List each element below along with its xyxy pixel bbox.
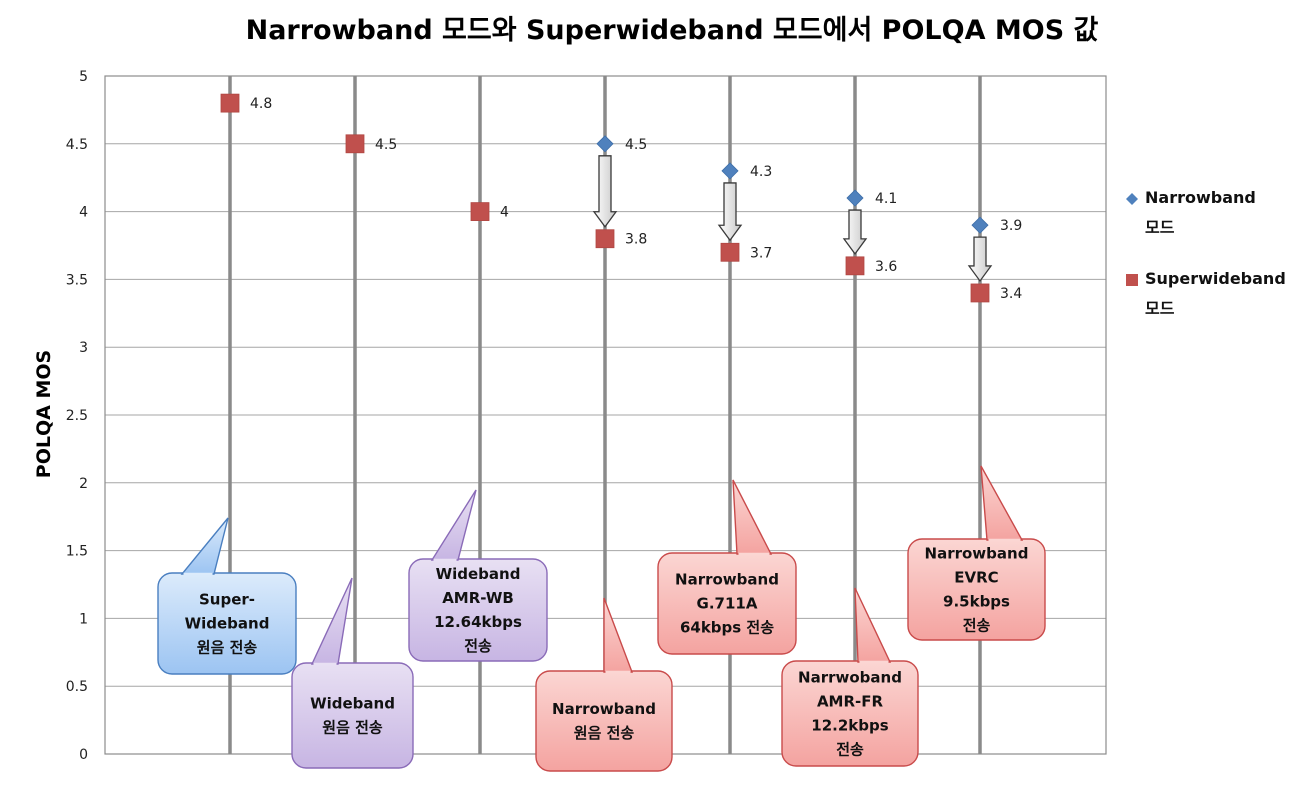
callout-box <box>781 660 919 767</box>
swb-value-label: 3.6 <box>875 259 897 275</box>
y-tick-label: 3 <box>79 340 88 356</box>
callout-text: 12.64kbps <box>434 613 522 631</box>
y-tick-label: 1.5 <box>66 544 88 560</box>
drop-arrow <box>592 155 618 228</box>
swb-value-label: 3.8 <box>625 232 647 248</box>
swb-point <box>345 134 365 154</box>
callout-6: Narrwoband AMR-FR 12.2kbps 전송 <box>781 587 919 767</box>
swb-point <box>595 229 615 249</box>
callout-text: EVRC <box>954 569 998 587</box>
chart-title: Narrowband 모드와 Superwideband 모드에서 POLQA … <box>245 15 1099 46</box>
nb-value-label: 4.1 <box>875 191 897 207</box>
callout-text: Narrowband <box>552 700 656 718</box>
swb-point <box>470 202 490 222</box>
swb-point <box>970 283 990 303</box>
swb-value-label: 4.8 <box>250 96 272 112</box>
callout-pointer <box>732 479 773 555</box>
y-tick-label: 2.5 <box>66 408 88 424</box>
callout-text: 전송 <box>836 741 864 759</box>
callout-text: 전송 <box>963 617 991 635</box>
y-tick-label: 4.5 <box>66 137 88 153</box>
swb-value-label: 3.7 <box>750 245 772 261</box>
callout-text: 9.5kbps <box>943 593 1010 611</box>
callout-text: 원음 전송 <box>574 724 635 742</box>
callout-text: Narrwoband <box>798 669 902 687</box>
callout-3: Wideband AMR-WB 12.64kbps 전송 <box>408 489 548 662</box>
legend-item-narrowband: Narrowband 모드 <box>1126 188 1256 243</box>
drop-arrow <box>967 236 993 283</box>
callout-text: 12.2kbps <box>811 717 888 735</box>
callout-text: 원음 전송 <box>322 719 383 737</box>
swb-point <box>845 256 865 276</box>
nb-value-label: 3.9 <box>1000 218 1022 234</box>
drop-arrow <box>842 209 868 255</box>
swb-value-label: 4.5 <box>375 137 397 153</box>
callout-box <box>408 558 548 662</box>
callout-pointer <box>180 517 229 575</box>
callout-1: Super- Wideband 원음 전송 <box>157 517 297 675</box>
callout-text: 전송 <box>464 637 492 655</box>
callout-text: 64kbps 전송 <box>680 619 774 637</box>
callout-box <box>157 572 297 675</box>
callout-text: AMR-FR <box>817 693 884 711</box>
callout-text: Wideband <box>310 695 395 713</box>
legend-label: 모드 <box>1145 299 1175 318</box>
y-tick-label: 4 <box>79 205 88 221</box>
swb-value-label: 3.4 <box>1000 286 1022 302</box>
nb-point <box>596 135 614 153</box>
nb-point <box>846 189 864 207</box>
callout-2: Wideband 원음 전송 <box>291 577 414 769</box>
callout-pointer <box>310 577 353 665</box>
callout-text: Narrowband <box>675 571 779 589</box>
y-tick-label: 2 <box>79 476 88 492</box>
drop-arrow <box>717 182 743 242</box>
callout-pointer <box>430 489 477 561</box>
callout-text: AMR-WB <box>442 589 514 607</box>
nb-point <box>971 216 989 234</box>
callout-box <box>657 552 797 655</box>
callout-text: Narrowband <box>925 545 1029 563</box>
callout-7: Narrowband EVRC 9.5kbps 전송 <box>907 465 1046 641</box>
callout-text: 원음 전송 <box>197 639 258 657</box>
callout-box <box>291 662 414 769</box>
callout-text: Super- <box>199 591 255 609</box>
swb-point <box>720 242 740 262</box>
legend-label: 모드 <box>1145 218 1175 237</box>
callout-text: G.711A <box>697 595 758 613</box>
legend-marker <box>1126 193 1138 205</box>
callout-text: Wideband <box>185 615 270 633</box>
y-tick-label: 5 <box>79 69 88 85</box>
callout-4: Narrowband 원음 전송 <box>535 597 673 772</box>
legend-label: Narrowband <box>1145 188 1256 207</box>
legend-item-superwideband: Superwideband 모드 <box>1126 269 1286 324</box>
legend-marker <box>1126 274 1138 286</box>
nb-value-label: 4.5 <box>625 137 647 153</box>
callout-pointer <box>980 465 1024 541</box>
callout-pointer <box>854 587 892 663</box>
y-tick-label: 0.5 <box>66 679 88 695</box>
callout-text: Wideband <box>436 565 521 583</box>
callout-pointer <box>603 597 634 673</box>
y-tick-label: 1 <box>79 611 88 627</box>
callout-box <box>535 670 673 772</box>
legend-label: Superwideband <box>1145 269 1286 288</box>
swb-value-label: 4 <box>500 205 509 221</box>
callout-5: Narrowband G.711A 64kbps 전송 <box>657 479 797 655</box>
nb-value-label: 4.3 <box>750 164 772 180</box>
nb-point <box>721 162 739 180</box>
swb-point <box>220 93 240 113</box>
callout-box <box>907 538 1046 641</box>
y-tick-label: 0 <box>79 747 88 763</box>
y-tick-label: 3.5 <box>66 272 88 288</box>
